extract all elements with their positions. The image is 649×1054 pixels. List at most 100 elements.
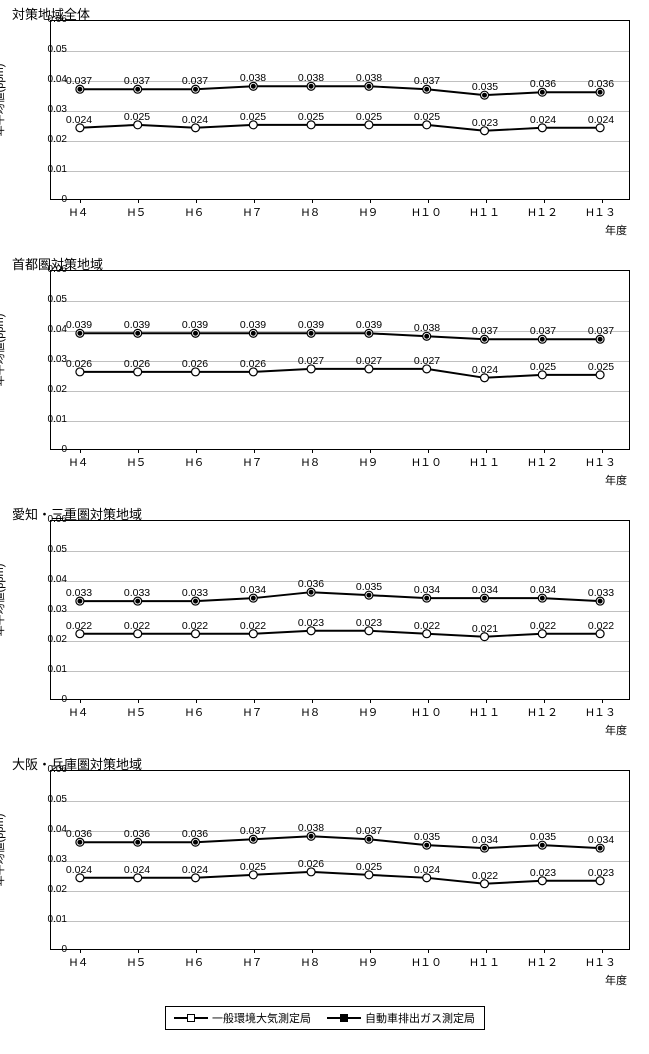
x-tick: [312, 949, 313, 953]
y-tick-label: 0: [31, 194, 67, 205]
series-value-label: 0.025: [356, 111, 382, 123]
y-tick-label: 0.01: [31, 664, 67, 675]
x-tick: [370, 199, 371, 203]
series-value-label: 0.024: [182, 864, 208, 876]
x-tick-label: H５: [128, 704, 147, 720]
series-value-label: 0.024: [530, 114, 556, 126]
series-value-label: 0.039: [66, 319, 92, 331]
x-tick-label: H１３: [586, 704, 616, 720]
series-value-label: 0.022: [124, 620, 150, 632]
series-value-label: 0.022: [414, 620, 440, 632]
series-value-label: 0.035: [356, 581, 382, 593]
x-tick: [254, 949, 255, 953]
y-tick-label: 0: [31, 444, 67, 455]
x-tick: [428, 699, 429, 703]
y-tick-label: 0.03: [31, 104, 67, 115]
x-tick: [602, 449, 603, 453]
legend-swatch: [327, 1012, 361, 1024]
x-tick-label: H７: [244, 954, 263, 970]
legend-swatch: [174, 1012, 208, 1024]
series-value-label: 0.037: [530, 325, 556, 337]
y-tick-label: 0.02: [31, 884, 67, 895]
x-tick: [80, 699, 81, 703]
series-value-label: 0.037: [124, 75, 150, 87]
x-tick: [196, 699, 197, 703]
y-tick-label: 0.04: [31, 74, 67, 85]
x-tick: [602, 699, 603, 703]
x-tick-label: H６: [186, 454, 205, 470]
x-tick-label: H８: [302, 954, 321, 970]
x-tick-label: H５: [128, 204, 147, 220]
series-value-label: 0.039: [182, 319, 208, 331]
series-value-label: 0.023: [588, 867, 614, 879]
series-value-label: 0.034: [240, 584, 266, 596]
series-value-label: 0.033: [66, 587, 92, 599]
y-tick-label: 0.05: [31, 794, 67, 805]
series-value-label: 0.034: [588, 834, 614, 846]
y-axis-label: 年平均値(ppm): [0, 64, 7, 137]
series-value-label: 0.039: [356, 319, 382, 331]
series-value-label: 0.022: [182, 620, 208, 632]
series-value-label: 0.037: [356, 825, 382, 837]
x-tick: [544, 449, 545, 453]
series-value-label: 0.036: [588, 78, 614, 90]
plot-area: [50, 770, 630, 950]
x-tick: [312, 699, 313, 703]
x-axis-label: 年度: [605, 472, 627, 488]
y-tick-label: 0: [31, 694, 67, 705]
series-value-label: 0.033: [182, 587, 208, 599]
y-tick-label: 0.01: [31, 164, 67, 175]
x-tick-label: H１１: [470, 454, 500, 470]
x-tick-label: H４: [70, 454, 89, 470]
chart-block: 対策地域全体00.010.020.030.040.050.06年平均値(ppm)…: [0, 0, 649, 250]
x-axis-label: 年度: [605, 222, 627, 238]
series-value-label: 0.037: [472, 325, 498, 337]
series-value-label: 0.036: [298, 578, 324, 590]
y-tick-label: 0.02: [31, 384, 67, 395]
y-tick-label: 0.01: [31, 914, 67, 925]
x-tick: [196, 199, 197, 203]
series-value-label: 0.036: [530, 78, 556, 90]
series-value-label: 0.026: [124, 358, 150, 370]
x-tick: [138, 449, 139, 453]
x-tick-label: H７: [244, 454, 263, 470]
x-tick-label: H１１: [470, 704, 500, 720]
chart-block: 愛知・三重圏対策地域00.010.020.030.040.050.06年平均値(…: [0, 500, 649, 750]
y-axis-label: 年平均値(ppm): [0, 564, 7, 637]
series-value-label: 0.026: [182, 358, 208, 370]
x-tick-label: H７: [244, 204, 263, 220]
series-value-label: 0.033: [588, 587, 614, 599]
x-tick-label: H８: [302, 454, 321, 470]
y-tick-label: 0: [31, 944, 67, 955]
x-tick-label: H１１: [470, 954, 500, 970]
x-tick-label: H１０: [412, 704, 442, 720]
x-tick-label: H５: [128, 954, 147, 970]
series-value-label: 0.039: [298, 319, 324, 331]
y-axis-label: 年平均値(ppm): [0, 314, 7, 387]
x-tick-label: H１２: [528, 204, 558, 220]
x-tick-label: H１２: [528, 704, 558, 720]
x-tick: [312, 449, 313, 453]
x-tick: [138, 699, 139, 703]
y-tick-label: 0.01: [31, 414, 67, 425]
series-value-label: 0.034: [472, 834, 498, 846]
x-tick-label: H１３: [586, 954, 616, 970]
y-tick-label: 0.06: [31, 764, 67, 775]
x-tick-label: H９: [360, 704, 379, 720]
legend: 一般環境大気測定局自動車排出ガス測定局: [165, 1006, 485, 1030]
x-tick: [428, 449, 429, 453]
x-tick-label: H６: [186, 704, 205, 720]
x-tick-label: H８: [302, 704, 321, 720]
legend-item: 自動車排出ガス測定局: [327, 1010, 475, 1026]
x-tick: [486, 449, 487, 453]
x-tick: [370, 949, 371, 953]
x-tick: [602, 199, 603, 203]
y-tick-label: 0.04: [31, 324, 67, 335]
x-tick: [486, 699, 487, 703]
x-tick-label: H５: [128, 454, 147, 470]
x-tick-label: H４: [70, 704, 89, 720]
x-axis-label: 年度: [605, 722, 627, 738]
series-value-label: 0.025: [124, 111, 150, 123]
series-value-label: 0.037: [66, 75, 92, 87]
series-value-label: 0.021: [472, 623, 498, 635]
